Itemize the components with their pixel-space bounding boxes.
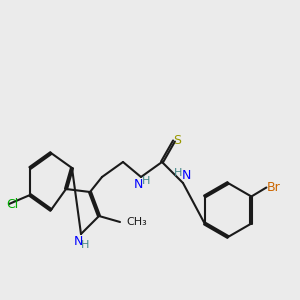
Text: Br: Br — [267, 181, 281, 194]
Text: H: H — [81, 239, 90, 250]
Text: CH₃: CH₃ — [126, 217, 147, 227]
Text: N: N — [73, 235, 83, 248]
Text: Cl: Cl — [6, 197, 18, 211]
Text: H: H — [142, 176, 151, 187]
Text: N: N — [133, 178, 143, 191]
Text: S: S — [173, 134, 181, 148]
Text: N: N — [181, 169, 191, 182]
Text: H: H — [174, 167, 183, 178]
